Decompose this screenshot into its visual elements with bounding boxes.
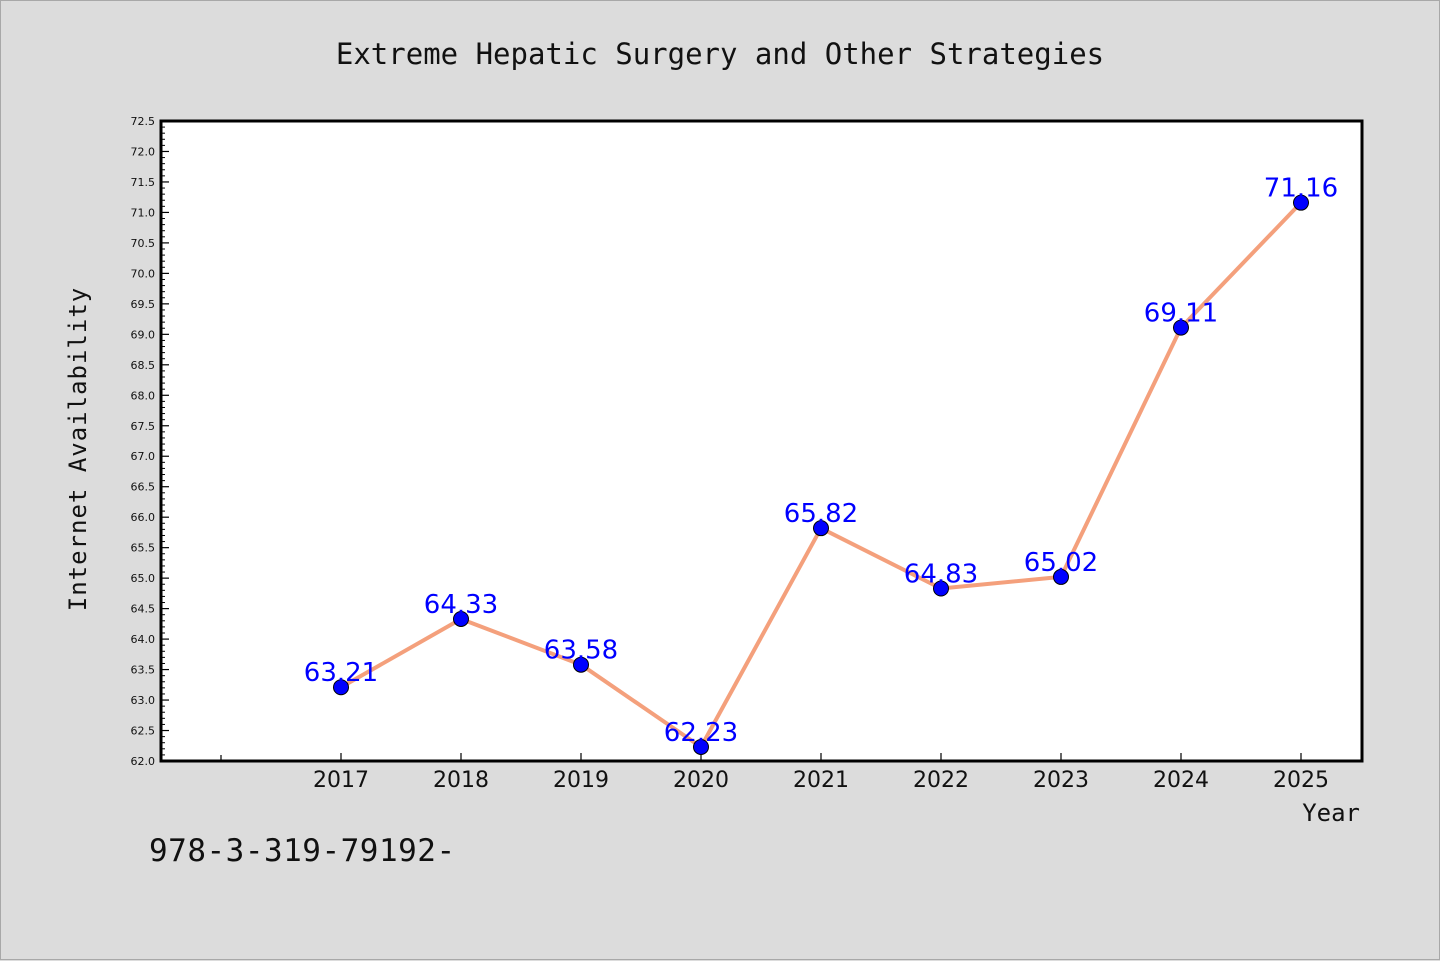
y-tick-label: 65.0 bbox=[131, 572, 156, 585]
x-tick-label: 2023 bbox=[1033, 768, 1089, 793]
data-label: 64.33 bbox=[424, 590, 498, 620]
data-point bbox=[813, 520, 829, 537]
y-tick-label: 63.5 bbox=[131, 664, 156, 677]
y-tick-label: 69.5 bbox=[131, 298, 156, 311]
data-label: 65.02 bbox=[1024, 548, 1098, 578]
y-tick-label: 69.0 bbox=[131, 328, 156, 341]
data-point bbox=[693, 738, 709, 755]
data-label: 63.58 bbox=[544, 636, 618, 666]
y-tick-label: 72.5 bbox=[131, 115, 156, 128]
y-tick-label: 72.0 bbox=[131, 145, 156, 158]
x-tick-label: 2020 bbox=[673, 768, 729, 793]
plot-area bbox=[159, 119, 1364, 763]
y-tick-label: 62.0 bbox=[131, 755, 156, 768]
y-tick-label: 67.5 bbox=[131, 420, 156, 433]
y-tick-label: 68.0 bbox=[131, 389, 156, 402]
data-label: 62.23 bbox=[664, 718, 738, 748]
y-axis-label: Internet Availability bbox=[64, 287, 92, 611]
y-tick-label: 62.5 bbox=[131, 725, 156, 738]
data-point bbox=[453, 610, 469, 627]
y-tick-label: 66.0 bbox=[131, 511, 156, 524]
x-tick-label: 2019 bbox=[553, 768, 609, 793]
data-point bbox=[1173, 319, 1189, 336]
x-tick-label: 2021 bbox=[793, 768, 849, 793]
y-tick-label: 66.5 bbox=[131, 481, 156, 494]
data-point bbox=[573, 656, 589, 673]
footnote-text: 978-3-319-79192- bbox=[149, 833, 456, 869]
y-tick-label: 64.0 bbox=[131, 633, 156, 646]
y-tick-label: 70.5 bbox=[131, 237, 156, 250]
y-tick-label: 71.0 bbox=[131, 206, 156, 219]
data-point bbox=[1053, 568, 1069, 585]
data-label: 65.82 bbox=[784, 499, 858, 529]
x-axis-label: Year bbox=[1302, 799, 1360, 827]
series: 63.21 64.33 63.58 62.23 65.82 64.83 65.02 69.11… bbox=[304, 174, 1338, 755]
y-tick-label: 71.5 bbox=[131, 176, 156, 189]
data-label: 63.21 bbox=[304, 658, 378, 688]
data-label: 71.16 bbox=[1264, 174, 1338, 204]
y-tick-label: 64.5 bbox=[131, 603, 156, 616]
x-tick-label: 2025 bbox=[1273, 768, 1329, 793]
x-tick-label: 2017 bbox=[313, 768, 369, 793]
x-axis: 2017 2018 2019 2020 2021 2022 2023 2024 2025 bbox=[220, 753, 1329, 793]
data-point bbox=[1293, 194, 1309, 211]
y-tick-label: 63.0 bbox=[131, 694, 156, 707]
data-point bbox=[333, 679, 349, 696]
chart-title: Extreme Hepatic Surgery and Other Strate… bbox=[336, 37, 1104, 71]
data-label: 64.83 bbox=[904, 560, 978, 590]
data-point bbox=[933, 580, 949, 597]
x-tick-label: 2022 bbox=[913, 768, 969, 793]
y-tick-label: 68.5 bbox=[131, 359, 156, 372]
y-axis: 62.0 62.5 63.0 63.5 64.0 64.5 65.0 65.5 66.0 66.5… bbox=[131, 115, 169, 768]
y-tick-label: 65.5 bbox=[131, 542, 156, 555]
y-tick-label: 67.0 bbox=[131, 450, 156, 463]
x-tick-label: 2024 bbox=[1153, 768, 1209, 793]
x-tick-label: 2018 bbox=[433, 768, 489, 793]
y-tick-label: 70.0 bbox=[131, 267, 156, 280]
data-label: 69.11 bbox=[1144, 299, 1218, 329]
